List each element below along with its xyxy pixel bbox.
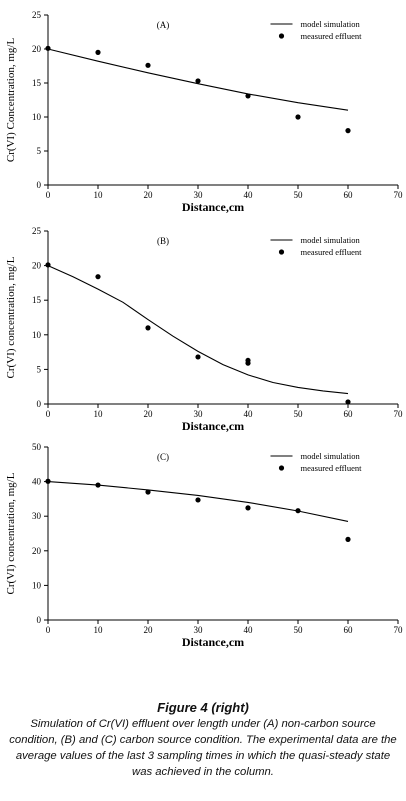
x-tick-label: 50 [294,409,304,419]
panel-label: (B) [157,236,169,246]
x-tick-label: 60 [344,409,354,419]
figure-canvas: 0 10 20 30 40 50 60 700510152025Distance,cmCr(V… [5,10,403,649]
y-tick-label: 5 [37,364,42,374]
x-axis-title: Distance,cm [182,635,244,649]
x-axis-title: Distance,cm [182,200,244,214]
measured-point [345,536,351,542]
x-tick-label: 20 [144,409,154,419]
legend-label-measured: measured effluent [301,247,363,257]
x-tick-label: 60 [344,190,354,200]
y-tick-label: 20 [32,44,42,54]
measured-point [295,508,301,514]
model-simulation-line [47,48,349,111]
y-tick-label: 25 [32,10,42,20]
y-tick-label: 50 [32,442,42,452]
y-tick-label: 20 [32,546,42,556]
x-tick-label: 10 [94,625,104,635]
figure-caption-text: Simulation of Cr(VI) effluent over lengt… [9,718,397,778]
measured-point [95,274,101,280]
figure-caption-title: Figure 4 (right) [157,700,249,715]
x-tick-label: 60 [344,625,354,635]
legend-dot-swatch [278,249,285,255]
panel-label: (A) [157,20,170,30]
x-tick-label: 20 [144,190,154,200]
y-tick-label: 5 [37,146,42,156]
measured-point [95,49,101,56]
y-tick-label: 30 [32,511,42,521]
measured-point [45,45,51,51]
measured-point [145,62,151,68]
chart-panel-c: 0 10 20 30 40 50 60 70 0 10 20 30 40 50 Distance,cm Cr(… [5,442,403,649]
y-tick-label: 20 [32,261,42,271]
measured-point [345,128,351,134]
x-tick-label: 40 [244,409,254,419]
x-tick-label: 70 [394,190,404,200]
y-tick-label: 10 [32,112,42,122]
legend-label-measured: measured effluent [301,463,363,473]
measured-point [145,325,151,331]
y-tick-label: 15 [32,78,42,88]
y-tick-label: 25 [32,226,42,236]
y-tick-label: 15 [32,295,42,305]
measured-point [195,497,201,503]
chart-panel-b: 0 10 20 30 40 50 60 70 0 5 10 15 20 25 Distance,cm Cr(V… [5,226,403,433]
y-tick-label: 0 [37,399,42,409]
measured-point [245,93,251,99]
x-tick-label: 30 [194,190,204,200]
legend-label-model: model simulation [301,451,361,461]
x-tick-label: 0 [46,190,51,200]
measured-point [45,262,51,268]
x-tick-label: 30 [194,409,204,419]
y-axis-title: Cr(VI) concentration, mg/L [5,256,17,378]
measured-point [145,489,151,495]
measured-point [345,399,351,405]
legend-dot-swatch [278,465,285,471]
measured-point [95,482,101,488]
measured-point [245,505,251,511]
x-tick-label: 40 [244,625,254,635]
y-tick-label: 40 [32,477,42,487]
x-tick-label: 70 [394,625,404,635]
x-axis-title: Distance,cm [182,419,244,433]
panel-label: (C) [157,452,169,462]
measured-point [295,114,301,120]
legend-label-measured: measured effluent [301,31,363,41]
measured-point [195,354,201,360]
x-tick-label: 40 [244,190,254,200]
x-tick-label: 50 [294,625,304,635]
measured-point [45,478,51,484]
chart-panel-a: 0 10 20 30 40 50 60 70 0 5 10 15 20 25 Distance,cm Cr(V… [5,10,403,214]
y-tick-label: 10 [32,580,42,590]
y-tick-label: 10 [32,330,42,340]
x-tick-label: 30 [194,625,204,635]
x-tick-label: 20 [144,625,154,635]
x-tick-label: 10 [94,409,104,419]
legend-label-model: model simulation [301,19,361,29]
y-tick-label: 0 [37,180,42,190]
measured-point [245,360,251,366]
y-tick-label: 0 [37,615,42,625]
x-tick-label: 0 [46,625,51,635]
x-tick-label: 70 [394,409,404,419]
y-axis-title: Cr(VI) concentration, mg/L [5,472,17,594]
model-simulation-line [47,265,349,395]
x-tick-label: 50 [294,190,304,200]
measured-point [195,78,201,84]
x-tick-label: 0 [46,409,51,419]
x-tick-label: 10 [94,190,104,200]
legend-label-model: model simulation [301,235,361,245]
y-axis-title: Cr(VI) Concentration, mg/L [5,38,17,163]
legend-dot-swatch [278,33,285,39]
